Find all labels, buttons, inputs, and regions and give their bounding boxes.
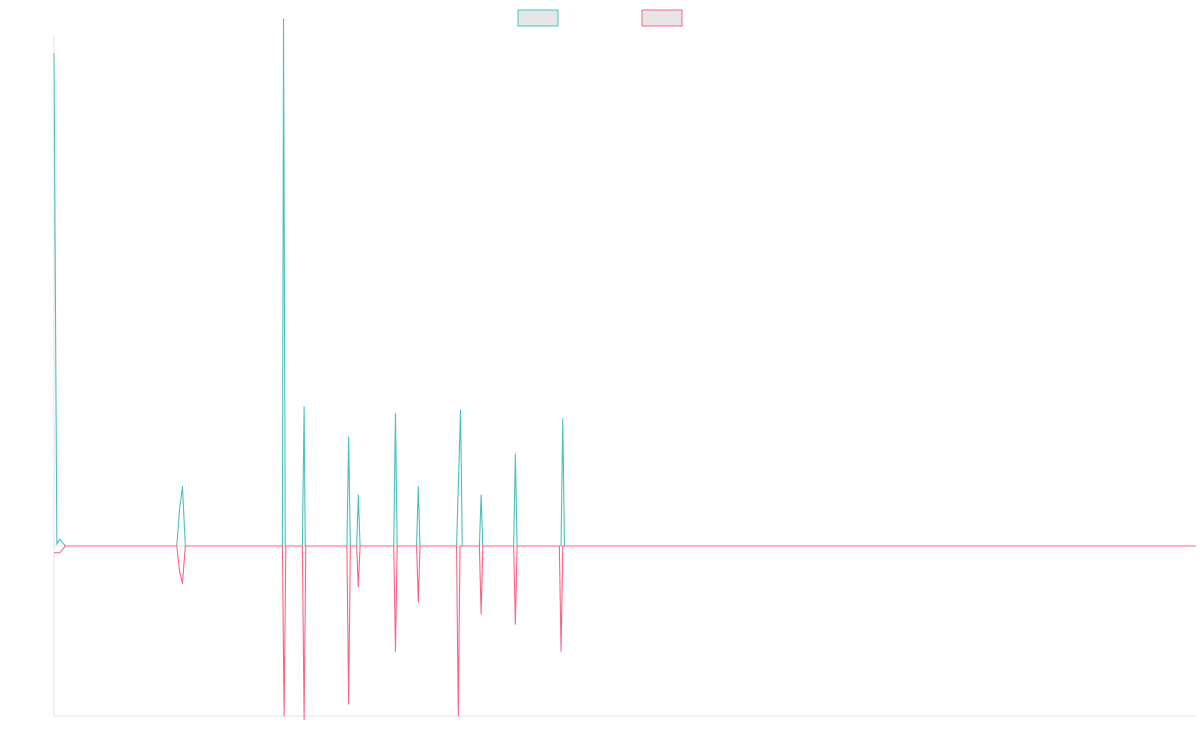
- legend-swatch-1[interactable]: [517, 9, 559, 27]
- series-line-1: [53, 18, 1196, 547]
- legend: [517, 9, 683, 27]
- series-group: [53, 18, 1196, 720]
- legend-swatch-2[interactable]: [641, 9, 683, 27]
- series-line-2: [54, 545, 1196, 720]
